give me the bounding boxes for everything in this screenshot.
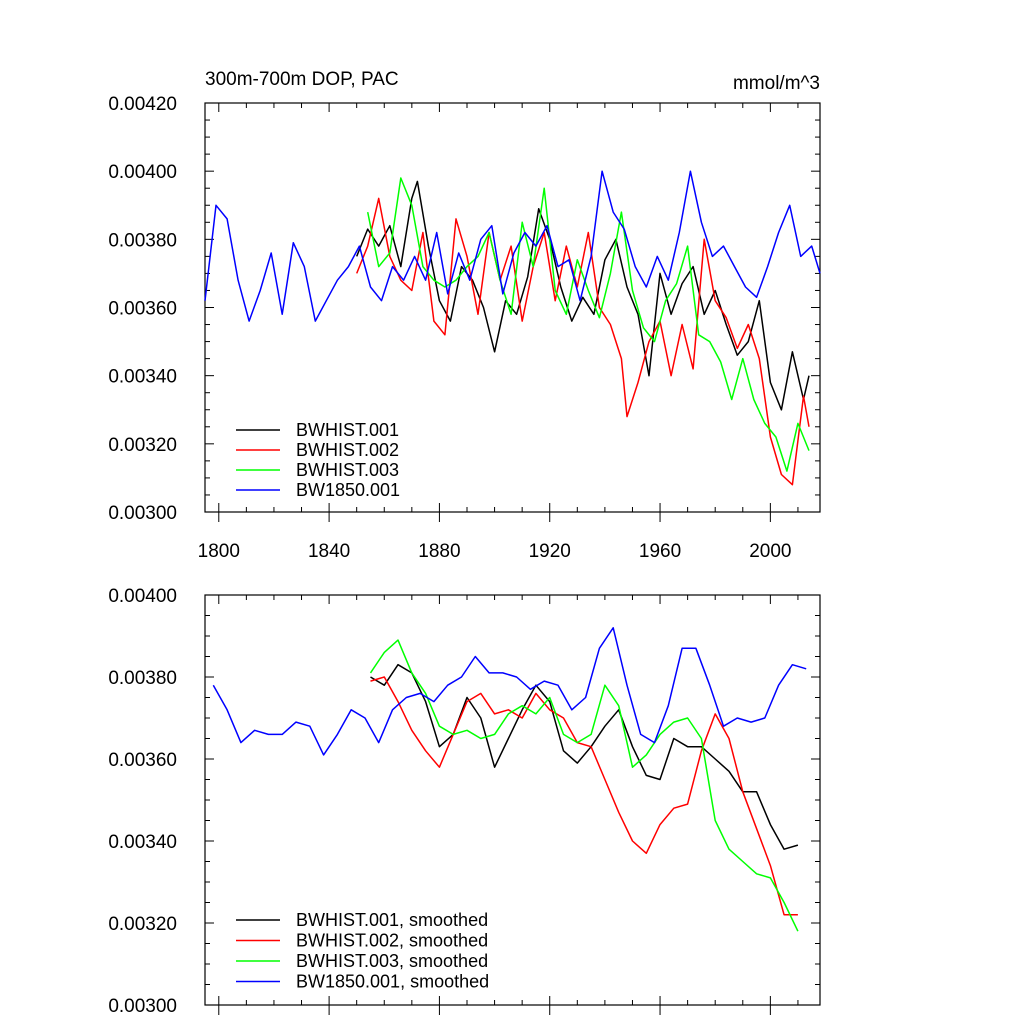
x-tick-label: 1880: [418, 541, 460, 562]
x-tick-label: 1960: [639, 541, 681, 562]
y-tick-label: 0.00400: [108, 162, 177, 183]
legend-label: BWHIST.003, smoothed: [296, 951, 488, 971]
series-line-1: [356, 197, 810, 486]
bottom-panel: 0.00300 0.00320 0.00340 0.00360 0.00380 0.004…: [108, 586, 821, 1017]
y-tick-label: 0.00420: [108, 94, 177, 115]
series-line-1: [370, 676, 798, 916]
y-tick-label: 0.00300: [108, 996, 177, 1017]
x-tick-label: 2000: [749, 541, 791, 562]
top-panel: 0.00300 0.00320 0.00340 0.00360 0.00380 0.004…: [108, 69, 821, 562]
legend-label: BWHIST.001: [296, 420, 399, 440]
series-line-2: [369, 639, 799, 932]
y-tick-label: 0.00360: [108, 750, 177, 771]
y-tick-label: 0.00360: [108, 299, 177, 320]
y-tick-label: 0.00320: [108, 914, 177, 935]
legend-label: BWHIST.002, smoothed: [296, 931, 488, 951]
x-tick-label: 1840: [308, 541, 350, 562]
legend-label: BW1850.001, smoothed: [296, 972, 489, 992]
series-line-3: [212, 627, 807, 756]
series-line-3: [204, 170, 821, 322]
y-tick-label: 0.00400: [108, 586, 177, 607]
y-tick-label: 0.00340: [108, 832, 177, 853]
units-label: mmol/m^3: [733, 73, 820, 94]
x-tick-label: 1920: [529, 541, 571, 562]
series-line-2: [366, 177, 810, 472]
legend-label: BWHIST.001, smoothed: [296, 910, 488, 930]
legend-label: BW1850.001: [296, 480, 400, 500]
series-line-0: [356, 180, 810, 411]
y-tick-label: 0.00320: [108, 435, 177, 456]
y-tick-label: 0.00340: [108, 367, 177, 388]
chart-title: 300m-700m DOP, PAC: [205, 69, 399, 90]
y-tick-label: 0.00300: [108, 503, 177, 524]
x-tick-label: 1800: [198, 541, 240, 562]
legend-label: BWHIST.002: [296, 440, 399, 460]
y-tick-label: 0.00380: [108, 230, 177, 251]
series-line-0: [370, 663, 799, 850]
legend-label: BWHIST.003: [296, 460, 399, 480]
y-tick-label: 0.00380: [108, 668, 177, 689]
